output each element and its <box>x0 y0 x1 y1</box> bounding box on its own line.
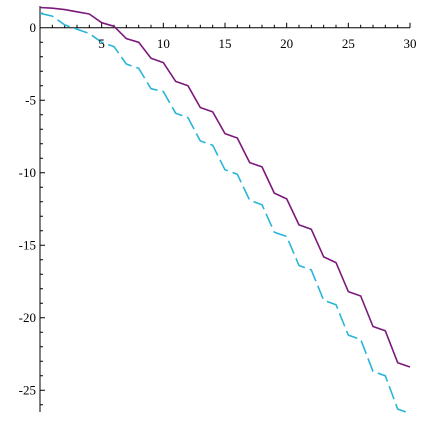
x-tick-label: 30 <box>404 36 417 51</box>
y-tick-label: -15 <box>19 237 36 252</box>
series-layer <box>39 6 411 415</box>
x-tick-label: 10 <box>157 36 170 51</box>
x-tick-label: 20 <box>280 36 293 51</box>
axes <box>39 6 411 412</box>
x-tick-labels: 5 10 15 20 25 30 <box>98 36 416 51</box>
series-line-1 <box>39 6 411 368</box>
y-tick-label: 0 <box>30 20 37 35</box>
y-tick-labels: 0 -5 -10 -15 -20 -25 <box>19 20 36 398</box>
y-tick-label: -5 <box>25 92 36 107</box>
x-tick-label: 15 <box>219 36 232 51</box>
y-tick-label: -10 <box>19 165 36 180</box>
y-tick-label: -20 <box>19 310 36 325</box>
x-tick-label: 25 <box>342 36 355 51</box>
series-line-2 <box>39 12 411 415</box>
x-tick-label: 5 <box>98 36 105 51</box>
y-tick-label: -25 <box>19 382 36 397</box>
